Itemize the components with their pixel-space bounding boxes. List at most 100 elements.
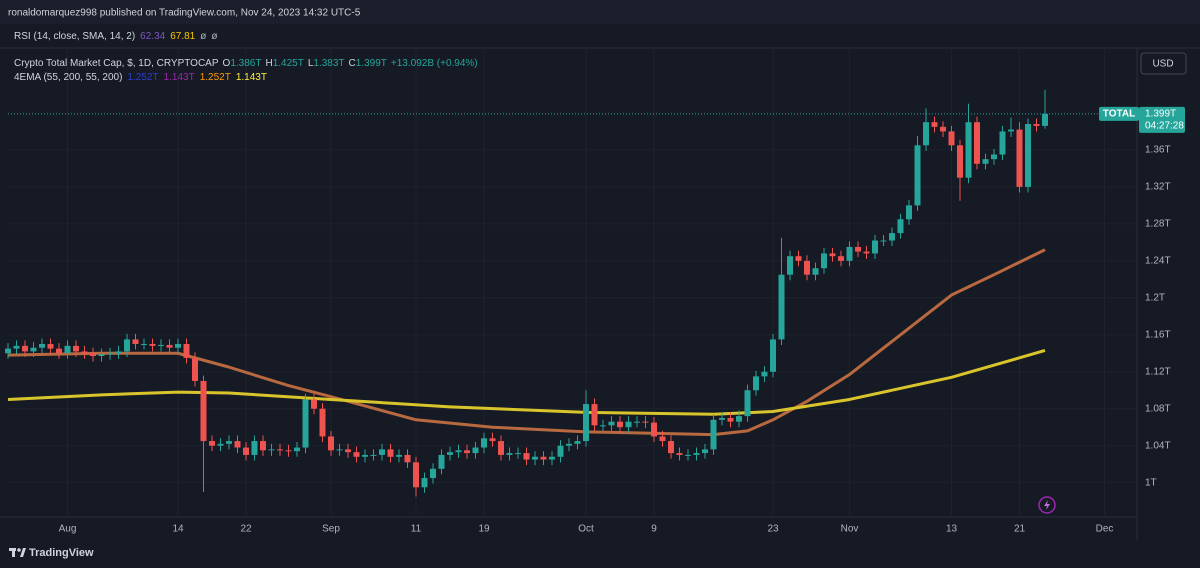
x-tick-label: 9 (651, 524, 657, 535)
rsi-label: RSI (14, close, SMA, 14, 2) (14, 31, 135, 42)
candle-body (532, 456, 538, 460)
symbol-tag (1099, 106, 1139, 121)
candle-body (260, 441, 266, 451)
candle-body (668, 441, 674, 454)
candle-body (727, 417, 734, 422)
candle-body (404, 454, 411, 463)
candle-body (413, 462, 419, 488)
candle-body (846, 246, 853, 261)
x-tick-label: Nov (841, 524, 859, 535)
candle-body (217, 443, 224, 446)
y-tick-label: 1.04T (1145, 440, 1171, 451)
x-tick-label: 21 (1014, 524, 1026, 535)
candle-body (472, 447, 479, 454)
candle-body (880, 240, 887, 242)
ohlc-value: 1.386T (230, 58, 261, 69)
y-tick-label: 1.24T (1145, 255, 1171, 266)
y-tick-label: 1T (1145, 477, 1157, 488)
candle-body (430, 468, 436, 479)
candle-body (421, 478, 428, 488)
main-label: Crypto Total Market Cap, $, 1D, CRYPTOCA… (14, 58, 219, 69)
candle-body (608, 421, 615, 426)
candle-body (693, 453, 700, 455)
change-value: +13.092B (+0.94%) (391, 58, 478, 69)
currency-label[interactable]: USD (1152, 59, 1173, 70)
y-tick-label: 1.08T (1145, 403, 1171, 414)
candle-body (719, 417, 725, 420)
candle-body (336, 449, 343, 451)
candle-body (710, 419, 717, 450)
candle-body (149, 344, 156, 346)
candle-body (591, 404, 598, 426)
candle-body (931, 122, 938, 127)
candle-body (600, 425, 606, 427)
candle-body (124, 339, 130, 352)
candle-body (379, 449, 385, 455)
alert-ring (1038, 496, 1056, 514)
candle-body (47, 344, 54, 349)
candle-body (115, 351, 122, 354)
candle-body (226, 441, 232, 444)
candle-body (132, 339, 139, 345)
candle-body (1016, 129, 1023, 187)
ema-value: 1.252T (127, 72, 158, 83)
ema-value: 1.252T (200, 72, 231, 83)
candle-body (277, 449, 283, 451)
candle-body (812, 268, 819, 275)
candle-body (81, 351, 88, 354)
candle-body (243, 447, 249, 455)
candle-body (294, 447, 300, 452)
rsi-value: 62.34 (140, 31, 165, 42)
candle-body (991, 154, 997, 160)
candle-body (107, 353, 113, 355)
y-tick-label: 1.12T (1145, 366, 1171, 377)
x-tick-label: 23 (767, 524, 779, 535)
candle-body (549, 456, 555, 460)
candle-body (90, 353, 96, 357)
alert-icon (1038, 496, 1056, 514)
price-tag-value: 1.399T (1145, 109, 1176, 120)
logo-part (12, 548, 15, 557)
ohlc-key: H (265, 58, 272, 69)
candle-body (557, 445, 564, 457)
currency-button[interactable] (1140, 52, 1187, 75)
candle-body (770, 339, 776, 372)
candle-body (957, 145, 963, 178)
candle-body (566, 443, 572, 446)
candle-body (617, 421, 623, 428)
ema-label: 4EMA (55, 200, 55, 200) (14, 72, 122, 83)
candle-body (1033, 124, 1040, 126)
candle-body (974, 122, 980, 164)
y-tick-label: 1.2T (1145, 292, 1165, 303)
candle-body (540, 456, 547, 460)
y-tick-label: 1.36T (1145, 145, 1171, 156)
candle-body (328, 436, 334, 451)
candle-body (625, 421, 632, 428)
candle-body (761, 371, 768, 377)
candle-body (387, 449, 394, 457)
footer-bar (0, 540, 1200, 568)
ema-value: 1.143T (164, 72, 195, 83)
x-tick-label: 22 (240, 524, 252, 535)
candle-body (498, 441, 504, 455)
candle-body (98, 354, 105, 357)
candle-body (438, 454, 445, 469)
candle-body (396, 454, 402, 457)
candle-body (209, 441, 215, 446)
candle-body (634, 421, 640, 423)
candle-body (370, 454, 377, 456)
candle-body (13, 345, 20, 349)
alert-bolt (1044, 500, 1050, 510)
candle-body (73, 345, 79, 352)
candle-body (897, 219, 904, 234)
candle-body (676, 453, 683, 455)
logo-part (17, 548, 21, 552)
main-legend: Crypto Total Market Cap, $, 1D, CRYPTOCA… (14, 58, 478, 69)
candle-body (22, 345, 28, 352)
candle-body (447, 452, 453, 455)
candle-body (642, 421, 649, 423)
candle-body (5, 348, 11, 354)
candle-body (285, 450, 292, 452)
